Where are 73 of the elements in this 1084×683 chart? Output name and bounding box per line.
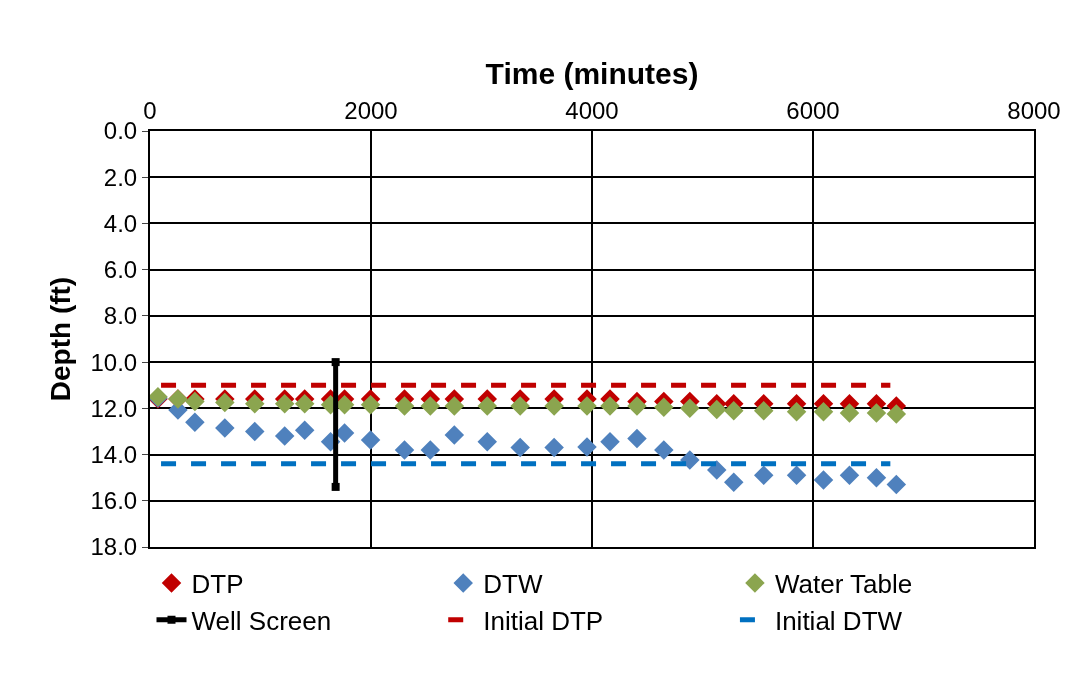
point [786, 402, 807, 422]
point [839, 465, 860, 486]
point [360, 395, 381, 415]
legend-label: Water Table [774, 569, 913, 600]
y-tick-label: 8.0 [103, 302, 138, 330]
point [444, 425, 465, 445]
point [753, 465, 774, 486]
point [394, 440, 415, 460]
y-tick-label: 14.0 [90, 440, 138, 468]
point [185, 412, 205, 432]
legend-label: DTW [483, 569, 543, 600]
point [724, 400, 744, 421]
point [245, 393, 265, 414]
point [215, 418, 235, 438]
point [866, 403, 887, 423]
point [600, 432, 620, 452]
point [294, 420, 315, 441]
point [654, 397, 674, 417]
point [577, 437, 597, 457]
point [477, 432, 497, 452]
point [680, 398, 700, 419]
x-tick-label: 8000 [1007, 97, 1061, 125]
y-tick-label: 2.0 [103, 163, 138, 191]
point [600, 396, 620, 416]
point [680, 450, 700, 470]
point [839, 403, 860, 423]
y-tick-label: 10.0 [90, 348, 138, 376]
legend-label: DTP [191, 569, 244, 600]
point [294, 393, 315, 414]
point [627, 396, 647, 416]
x-axis-title: Time (minutes) [485, 56, 699, 90]
legend-label: Initial DTW [774, 605, 903, 636]
y-tick-label: 16.0 [90, 487, 138, 515]
point [866, 467, 887, 488]
y-tick-label: 18.0 [90, 533, 138, 561]
x-tick-label: 6000 [786, 97, 840, 125]
y-tick-label: 12.0 [90, 394, 138, 422]
point [245, 421, 265, 442]
point [394, 396, 415, 416]
point [360, 430, 381, 450]
point [331, 482, 340, 491]
legend-label: Initial DTP [483, 605, 604, 636]
point [724, 472, 744, 493]
point [886, 404, 907, 424]
point [510, 437, 530, 458]
point [786, 465, 807, 486]
point [813, 470, 834, 490]
point [813, 402, 834, 422]
y-tick-label: 0.0 [103, 117, 138, 145]
point [886, 474, 907, 495]
x-tick-label: 4000 [565, 97, 619, 125]
y-tick-label: 6.0 [103, 256, 138, 284]
point [274, 393, 295, 414]
point [627, 428, 647, 449]
point [753, 400, 774, 421]
point [510, 396, 530, 416]
point [544, 437, 564, 458]
point [331, 358, 340, 367]
point [577, 396, 597, 416]
point [420, 440, 441, 460]
x-tick-label: 0 [143, 97, 157, 125]
point [274, 426, 295, 446]
y-tick-label: 4.0 [103, 209, 138, 237]
point [654, 440, 674, 460]
point [707, 399, 727, 420]
point [420, 396, 441, 416]
legend-label: Well Screen [191, 605, 332, 636]
point [707, 460, 727, 480]
point [444, 396, 465, 416]
point [544, 396, 564, 416]
y-axis-title: Depth (ft) [44, 276, 76, 402]
x-tick-label: 2000 [344, 97, 398, 125]
point [477, 396, 497, 416]
